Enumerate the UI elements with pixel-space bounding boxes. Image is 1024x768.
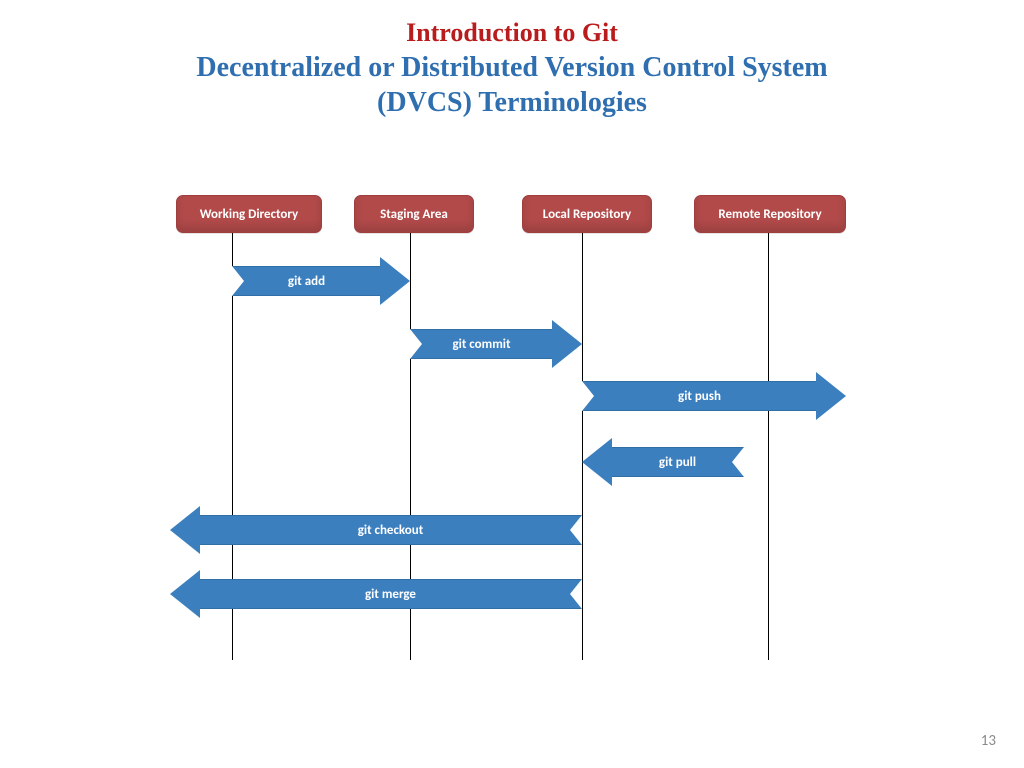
arrow-tail-git-push: [582, 381, 594, 411]
arrow-head-git-commit: [552, 320, 582, 368]
git-flow-diagram: Working Directory Staging Area Local Repos…: [0, 0, 1024, 768]
arrow-label-git-merge: git merge: [200, 579, 582, 609]
arrow-label-git-pull: git pull: [612, 447, 744, 477]
arrow-git-push: git push: [582, 372, 846, 420]
arrow-label-git-push: git push: [582, 381, 816, 411]
arrow-tail-git-merge: [570, 579, 582, 609]
arrow-git-commit: git commit: [410, 320, 582, 368]
arrow-git-add: git add: [232, 257, 410, 305]
arrow-tail-git-checkout: [570, 515, 582, 545]
arrow-tail-git-commit: [410, 329, 422, 359]
arrow-label-git-checkout: git checkout: [200, 515, 582, 545]
arrow-git-pull: git pull: [582, 438, 744, 486]
lane-box-staging-area: Staging Area: [354, 195, 474, 233]
arrow-tail-git-pull: [732, 447, 744, 477]
page-number: 13: [981, 732, 996, 750]
arrow-head-git-add: [380, 257, 410, 305]
lane-box-remote-repository: Remote Repository: [694, 195, 846, 233]
arrow-head-git-merge: [170, 570, 200, 618]
arrow-label-git-add: git add: [232, 266, 380, 296]
arrow-tail-git-add: [232, 266, 244, 296]
arrow-label-git-commit: git commit: [410, 329, 552, 359]
lane-line-remote-repository: [768, 233, 769, 660]
arrow-git-checkout: git checkout: [170, 506, 582, 554]
arrow-head-git-checkout: [170, 506, 200, 554]
arrow-head-git-pull: [582, 438, 612, 486]
arrow-head-git-push: [816, 372, 846, 420]
lane-box-local-repository: Local Repository: [522, 195, 652, 233]
lane-box-working-directory: Working Directory: [176, 195, 322, 233]
arrow-git-merge: git merge: [170, 570, 582, 618]
